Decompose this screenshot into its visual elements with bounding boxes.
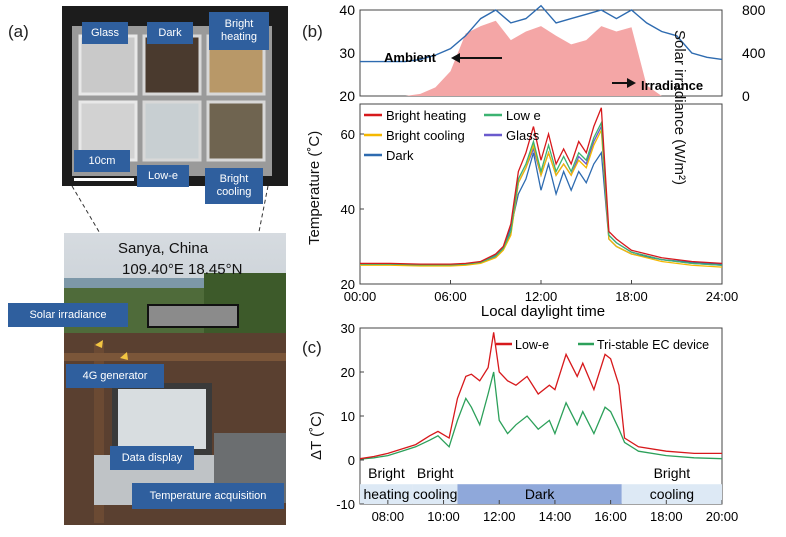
c-ytick-label: 0 bbox=[348, 453, 355, 468]
c-xtick-label: 12:00 bbox=[483, 509, 516, 524]
c-xtick-label: 18:00 bbox=[650, 509, 683, 524]
annotation-irradiance: Irradiance bbox=[641, 78, 703, 93]
legend-label-tri-stable-ec-device: Tri-stable EC device bbox=[597, 338, 709, 352]
btop-left-tick-0: 40 bbox=[339, 2, 355, 18]
arrow-irradiance-head bbox=[627, 78, 636, 88]
legend-label-glass: Glass bbox=[506, 128, 540, 143]
btop-left-tick-2: 20 bbox=[339, 88, 355, 104]
band-label-1-0: Bright bbox=[417, 465, 454, 481]
site-location: Sanya, China bbox=[118, 240, 209, 257]
chart-ambient-irradiance: 40 30 20 800 400 0 Ambient Irradiance bbox=[339, 2, 766, 104]
c-xtick-label: 08:00 bbox=[372, 509, 405, 524]
legend-label-low-e: Low-e bbox=[515, 338, 549, 352]
band-bright-heating-0 bbox=[360, 484, 413, 504]
b-xtick-label: 06:00 bbox=[434, 289, 467, 304]
legend-label-bright-cooling: Bright cooling bbox=[386, 128, 465, 143]
legend-label-bright-heating: Bright heating bbox=[386, 108, 466, 123]
tag-dark: Dark bbox=[147, 22, 193, 44]
tag-data-display: Data display bbox=[110, 446, 194, 470]
series-irradiance bbox=[360, 20, 722, 96]
series-bright-cooling bbox=[360, 127, 723, 268]
c-xtick-label: 14:00 bbox=[539, 509, 572, 524]
tag-temperature-acquisition: Temperature acquisition bbox=[132, 483, 284, 509]
band-label-0-1: heating bbox=[363, 486, 409, 502]
band-bright-cooling-1 bbox=[412, 484, 458, 504]
c-ytick-label: 10 bbox=[341, 409, 355, 424]
c-ytick-label: 30 bbox=[341, 321, 355, 336]
series-bright-heating bbox=[360, 107, 723, 265]
photo-arrows bbox=[95, 340, 128, 360]
band-label-2-0: Dark bbox=[525, 486, 556, 502]
c-ytick-label: -10 bbox=[336, 497, 355, 512]
band-label-3-1: cooling bbox=[650, 486, 694, 502]
btop-right-tick-1: 400 bbox=[742, 45, 766, 61]
b-xtick-label: 18:00 bbox=[615, 289, 648, 304]
annotation-ambient: Ambient bbox=[384, 50, 437, 65]
series-low-e bbox=[359, 332, 722, 460]
panel-label-b: (b) bbox=[302, 22, 323, 41]
tag-bright-cooling: Bright cooling bbox=[205, 168, 263, 204]
series-ambient bbox=[360, 4, 723, 63]
btop-right-tick-0: 800 bbox=[742, 2, 766, 18]
chart-delta-t: Bright heating Bright cooling Dark Bright cool… bbox=[336, 321, 739, 524]
site-coordinates: 109.40°E 18.45°N bbox=[122, 261, 243, 278]
tag-glass: Glass bbox=[82, 22, 128, 44]
arrow-ambient-head bbox=[451, 53, 460, 63]
b-xtick-label: 24:00 bbox=[706, 289, 739, 304]
btop-left-tick-1: 30 bbox=[339, 45, 355, 61]
b-ytick-label: 20 bbox=[341, 277, 355, 292]
tag-4g-generator: 4G generator bbox=[66, 364, 164, 388]
chart-temperature: 00:00 06:00 12:00 18:00 24:00 20 40 60 Local d… bbox=[341, 103, 739, 320]
tag-lowe: Low-e bbox=[137, 165, 189, 187]
c-xtick-label: 20:00 bbox=[706, 509, 739, 524]
tag-scale: 10cm bbox=[74, 150, 130, 172]
b-ytick-label: 40 bbox=[341, 202, 355, 217]
tag-bright-heating: Bright heating bbox=[209, 12, 269, 50]
b-xtick-label: 00:00 bbox=[344, 289, 377, 304]
band-label-3-0: Bright bbox=[654, 465, 691, 481]
panel-label-a: (a) bbox=[8, 22, 29, 41]
legend-label-dark: Dark bbox=[386, 148, 414, 163]
b-ytick-label: 60 bbox=[341, 127, 355, 142]
series-glass bbox=[360, 124, 723, 266]
c-ytick-label: 20 bbox=[341, 365, 355, 380]
btop-right-tick-2: 0 bbox=[742, 88, 750, 104]
ylabel-temperature: Temperature (˚C) bbox=[306, 130, 323, 245]
series-tri-stable-ec-device bbox=[359, 371, 723, 460]
band-bright-cooling-3 bbox=[621, 484, 722, 504]
legend-label-low-e: Low e bbox=[506, 108, 541, 123]
c-xtick-label: 10:00 bbox=[427, 509, 460, 524]
band-label-1-1: cooling bbox=[413, 486, 457, 502]
xlabel-local-time: Local daylight time bbox=[481, 303, 605, 320]
c-xtick-label: 16:00 bbox=[594, 509, 627, 524]
series-low-e bbox=[360, 120, 723, 266]
b-xtick-label: 12:00 bbox=[525, 289, 558, 304]
panel-label-c: (c) bbox=[302, 338, 322, 357]
tag-solar-irradiance: Solar irradiance bbox=[8, 303, 128, 327]
band-label-0-0: Bright bbox=[368, 465, 405, 481]
ylabel-delta-t: ΔT (˚C) bbox=[308, 411, 325, 460]
band-dark-2 bbox=[457, 484, 622, 504]
